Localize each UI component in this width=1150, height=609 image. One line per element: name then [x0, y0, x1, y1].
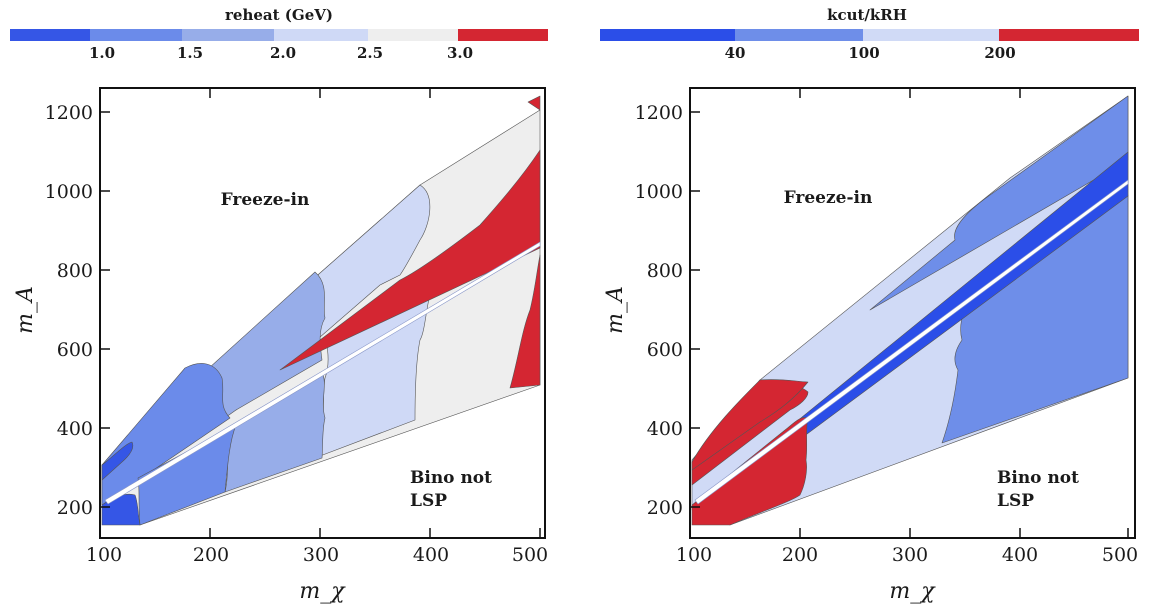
region-left-red-tip [527, 95, 541, 111]
region-left-red-lower [509, 254, 541, 389]
colorbar-left-label-5: 3.0 [447, 44, 473, 62]
colorbar-left: reheat (GeV) 1.0 1.5 2.0 2.5 3.0 [10, 6, 548, 62]
contour-regions-left [101, 95, 541, 526]
annotation-right-bino-line1: Bino not [997, 468, 1079, 488]
annotation-left-bino-line2: LSP [410, 491, 447, 511]
y-tick-label-left-800: 800 [57, 260, 93, 282]
colorbar-left-segment-3 [182, 29, 274, 41]
y-tick-label-right-1000: 1000 [635, 181, 683, 203]
colorbar-left-title: reheat (GeV) [225, 6, 333, 24]
colorbar-left-segment-5 [368, 29, 458, 41]
region-right-red-lower [691, 417, 809, 526]
x-tick-label-right-300: 300 [892, 544, 928, 566]
x-ticks-right [689, 88, 1129, 538]
axes-frame-right [689, 87, 1136, 539]
region-right-mid-upper [869, 95, 1129, 311]
y-axis-title-right: m_A [603, 286, 628, 334]
colorbar-left-segment-4 [274, 29, 368, 41]
y-tick-label-left-1000: 1000 [45, 181, 93, 203]
annotation-left-freeze-in: Freeze-in [221, 190, 310, 210]
colorbar-right-segment-1 [600, 29, 735, 41]
y-tick-label-right-200: 200 [647, 497, 683, 519]
colorbar-right-segment-2 [735, 29, 863, 41]
x-tick-label-right-100: 100 [676, 544, 712, 566]
colorbar-left-segment-2 [90, 29, 182, 41]
region-left-diagonal-line [104, 241, 541, 505]
annotation-right-bino-line2: LSP [997, 491, 1034, 511]
colorbar-right: kcut/kRH 40 100 200 [600, 6, 1139, 62]
colorbar-left-label-2: 1.5 [177, 44, 203, 62]
colorbar-right-segment-3 [863, 29, 999, 41]
x-tick-label-right-200: 200 [782, 544, 818, 566]
axes-frame-left [99, 87, 546, 539]
x-tick-label-left-400: 400 [413, 544, 449, 566]
colorbar-left-label-4: 2.5 [357, 44, 383, 62]
panel-right: kcut/kRH 40 100 200 [600, 6, 1139, 604]
panel-left: reheat (GeV) 1.0 1.5 2.0 2.5 3.0 [10, 6, 548, 604]
x-axis-title-right: m_χ [889, 579, 936, 604]
region-right-diagonal-line [694, 179, 1129, 505]
x-tick-label-left-300: 300 [303, 544, 339, 566]
region-left-red-wedge [279, 149, 541, 371]
contour-regions-right [691, 95, 1129, 526]
annotation-right-freeze-in: Freeze-in [784, 188, 873, 208]
colorbar-left-label-1: 1.0 [89, 44, 115, 62]
region-left-blue-upper [101, 363, 231, 506]
colorbar-right-title: kcut/kRH [827, 6, 907, 24]
y-tick-label-right-1200: 1200 [635, 102, 683, 124]
x-tick-label-left-500: 500 [512, 544, 548, 566]
y-tick-label-left-1200: 1200 [45, 102, 93, 124]
y-axis-title-left: m_A [13, 286, 38, 334]
x-tick-label-right-400: 400 [1002, 544, 1038, 566]
colorbar-left-label-3: 2.0 [270, 44, 296, 62]
y-tick-label-left-200: 200 [57, 497, 93, 519]
x-tick-label-right-500: 500 [1102, 544, 1138, 566]
x-axis-title-left: m_χ [299, 579, 346, 604]
colorbar-right-segment-4 [999, 29, 1139, 41]
colorbar-right-label-1: 40 [725, 44, 746, 62]
colorbar-right-label-3: 200 [984, 44, 1015, 62]
colorbar-right-label-2: 100 [848, 44, 879, 62]
annotation-left-bino-line1: Bino not [410, 468, 492, 488]
x-tick-label-left-100: 100 [86, 544, 122, 566]
colorbar-left-segment-1 [10, 29, 90, 41]
colorbar-left-segment-6 [458, 29, 548, 41]
x-tick-label-left-200: 200 [193, 544, 229, 566]
y-tick-label-left-400: 400 [57, 418, 93, 440]
y-ticks-left [100, 111, 110, 508]
y-tick-label-right-400: 400 [647, 418, 683, 440]
y-ticks-right [690, 111, 700, 508]
region-right-red-upper-fill [691, 379, 809, 471]
y-tick-label-left-600: 600 [57, 339, 93, 361]
y-tick-label-right-600: 600 [647, 339, 683, 361]
y-tick-label-right-800: 800 [647, 260, 683, 282]
region-left-dark-upper [101, 441, 134, 481]
x-ticks-left [99, 88, 541, 538]
